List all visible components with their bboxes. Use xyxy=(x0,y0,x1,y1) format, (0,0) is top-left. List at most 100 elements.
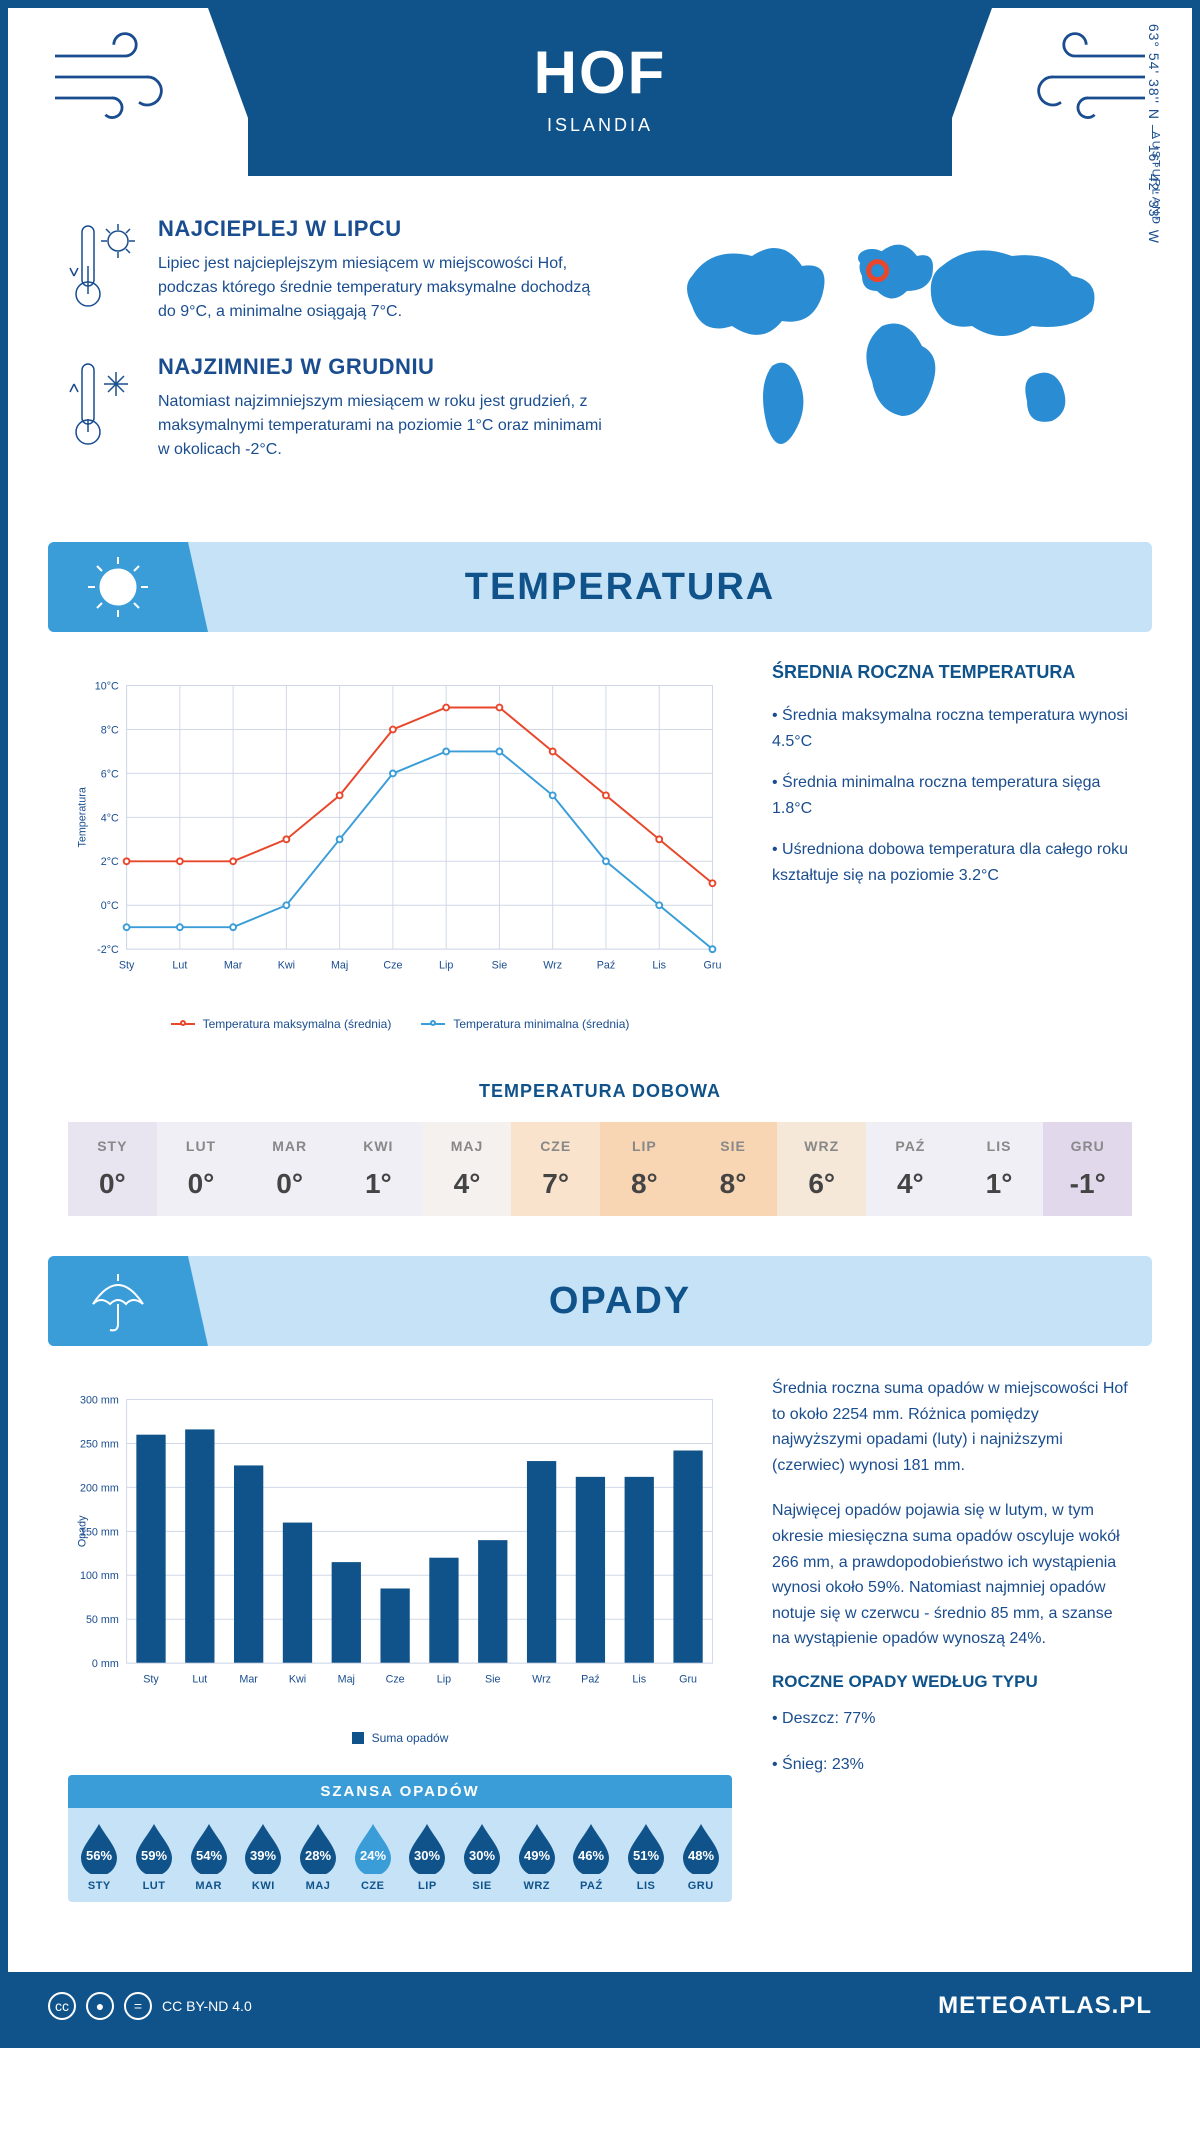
svg-text:28%: 28% xyxy=(305,1848,331,1863)
svg-text:Sty: Sty xyxy=(143,1674,159,1686)
chance-month: GRU xyxy=(673,1880,728,1892)
chance-month: MAR xyxy=(181,1880,236,1892)
precipitation-chart: 0 mm50 mm100 mm150 mm200 mm250 mm300 mmS… xyxy=(68,1376,732,1716)
svg-text:30%: 30% xyxy=(414,1848,440,1863)
daily-value: 4° xyxy=(866,1168,955,1200)
chance-month: LUT xyxy=(127,1880,182,1892)
license-label: CC BY-ND 4.0 xyxy=(162,1998,252,2014)
by-icon: ● xyxy=(86,1992,114,2020)
daily-value: -1° xyxy=(1043,1168,1132,1200)
chance-month: MAJ xyxy=(291,1880,346,1892)
daily-temp-cell: LIP 8° xyxy=(600,1122,689,1216)
daily-month: WRZ xyxy=(777,1138,866,1154)
svg-text:46%: 46% xyxy=(578,1848,604,1863)
svg-text:200 mm: 200 mm xyxy=(80,1482,119,1494)
svg-text:Sie: Sie xyxy=(485,1674,501,1686)
chance-title: SZANSA OPADÓW xyxy=(68,1775,732,1808)
daily-temp-cell: LIS 1° xyxy=(955,1122,1044,1216)
coldest-text: Natomiast najzimniejszym miesiącem w rok… xyxy=(158,390,612,462)
svg-text:50 mm: 50 mm xyxy=(86,1614,119,1626)
umbrella-icon xyxy=(83,1266,153,1336)
thermometer-sun-icon xyxy=(68,216,138,324)
svg-text:8°C: 8°C xyxy=(101,724,119,736)
legend-item: Temperatura minimalna (średnia) xyxy=(421,1017,629,1031)
svg-text:Lis: Lis xyxy=(632,1674,646,1686)
precip-type-bullet: • Deszcz: 77% xyxy=(772,1706,1132,1732)
chance-month: KWI xyxy=(236,1880,291,1892)
chance-cell: 28% MAJ xyxy=(291,1820,346,1892)
svg-text:Cze: Cze xyxy=(386,1674,405,1686)
daily-temp-cell: LUT0° xyxy=(157,1122,246,1216)
svg-text:56%: 56% xyxy=(86,1848,112,1863)
warmest-text: Lipiec jest najcieplejszym miesiącem w m… xyxy=(158,252,612,324)
warmest-block: NAJCIEPLEJ W LIPCU Lipiec jest najcieple… xyxy=(68,216,612,324)
svg-text:Temperatura: Temperatura xyxy=(77,787,89,847)
daily-month: CZE xyxy=(511,1138,600,1154)
svg-text:4°C: 4°C xyxy=(101,812,119,824)
precipitation-title: OPADY xyxy=(188,1280,1152,1323)
daily-value: 1° xyxy=(334,1168,423,1200)
chance-month: SIE xyxy=(455,1880,510,1892)
daily-month: LIS xyxy=(955,1138,1044,1154)
temperature-chart: -2°C0°C2°C4°C6°C8°C10°CStyLutMarKwiMajCz… xyxy=(68,662,732,1031)
annual-temp-bullet: • Średnia maksymalna roczna temperatura … xyxy=(772,703,1132,754)
country-name: ISLANDIA xyxy=(248,115,952,136)
nd-icon: = xyxy=(124,1992,152,2020)
precip-type-bullet: • Śnieg: 23% xyxy=(772,1752,1132,1778)
annual-temp-bullet: • Uśredniona dobowa temperatura dla całe… xyxy=(772,837,1132,888)
daily-value: 0° xyxy=(157,1168,246,1200)
svg-text:Sie: Sie xyxy=(492,960,508,972)
daily-value: 0° xyxy=(68,1168,157,1200)
world-map xyxy=(652,216,1132,476)
svg-text:Lip: Lip xyxy=(437,1674,451,1686)
legend-item: Suma opadów xyxy=(352,1731,449,1745)
daily-month: PAŹ xyxy=(866,1138,955,1154)
precip-text-2: Najwięcej opadów pojawia się w lutym, w … xyxy=(772,1498,1132,1652)
svg-text:Kwi: Kwi xyxy=(289,1674,306,1686)
precipitation-header: OPADY xyxy=(48,1256,1152,1346)
daily-value: 8° xyxy=(600,1168,689,1200)
temperature-title: TEMPERATURA xyxy=(188,566,1152,609)
chance-cell: 24%CZE xyxy=(345,1820,400,1892)
daily-month: MAR xyxy=(245,1138,334,1154)
cc-icon: cc xyxy=(48,1992,76,2020)
chance-month: PAŹ xyxy=(564,1880,619,1892)
chance-cell: 48%GRU xyxy=(673,1820,728,1892)
svg-text:Lut: Lut xyxy=(192,1674,207,1686)
wind-icon xyxy=(48,8,188,108)
precipitation-chance-panel: SZANSA OPADÓW 56%STY59%LUT54%MAR39%KWI28… xyxy=(68,1775,732,1902)
annual-temp-bullet: • Średnia minimalna roczna temperatura s… xyxy=(772,770,1132,821)
svg-text:10°C: 10°C xyxy=(95,680,119,692)
svg-text:Gru: Gru xyxy=(704,960,722,972)
svg-text:Mar: Mar xyxy=(239,1674,258,1686)
thermometer-snow-icon xyxy=(68,354,138,462)
chance-cell: 49%WRZ xyxy=(509,1820,564,1892)
daily-value: 6° xyxy=(777,1168,866,1200)
daily-temp-cell: MAJ4° xyxy=(423,1122,512,1216)
svg-text:Opady: Opady xyxy=(77,1515,89,1547)
svg-text:Lip: Lip xyxy=(439,960,453,972)
chance-cell: 39% KWI xyxy=(236,1820,291,1892)
daily-month: LIP xyxy=(600,1138,689,1154)
chance-cell: 46% PAŹ xyxy=(564,1820,619,1892)
svg-text:54%: 54% xyxy=(196,1848,222,1863)
svg-text:Maj: Maj xyxy=(331,960,348,972)
svg-text:0 mm: 0 mm xyxy=(92,1658,119,1670)
svg-text:6°C: 6°C xyxy=(101,768,119,780)
precip-by-type-title: ROCZNE OPADY WEDŁUG TYPU xyxy=(772,1672,1132,1692)
svg-text:Mar: Mar xyxy=(224,960,243,972)
svg-text:Lut: Lut xyxy=(172,960,187,972)
header-banner: HOF ISLANDIA xyxy=(248,8,952,176)
daily-value: 1° xyxy=(955,1168,1044,1200)
intro-section: NAJCIEPLEJ W LIPCU Lipiec jest najcieple… xyxy=(8,176,1192,522)
temperature-header: TEMPERATURA xyxy=(48,542,1152,632)
daily-month: KWI xyxy=(334,1138,423,1154)
chance-month: LIP xyxy=(400,1880,455,1892)
chance-cell: 56%STY xyxy=(72,1820,127,1892)
chance-month: CZE xyxy=(345,1880,400,1892)
daily-temp-cell: SIE8° xyxy=(689,1122,778,1216)
svg-text:51%: 51% xyxy=(633,1848,659,1863)
page-header: HOF ISLANDIA xyxy=(8,8,1192,176)
svg-text:39%: 39% xyxy=(250,1848,276,1863)
svg-text:49%: 49% xyxy=(524,1848,550,1863)
